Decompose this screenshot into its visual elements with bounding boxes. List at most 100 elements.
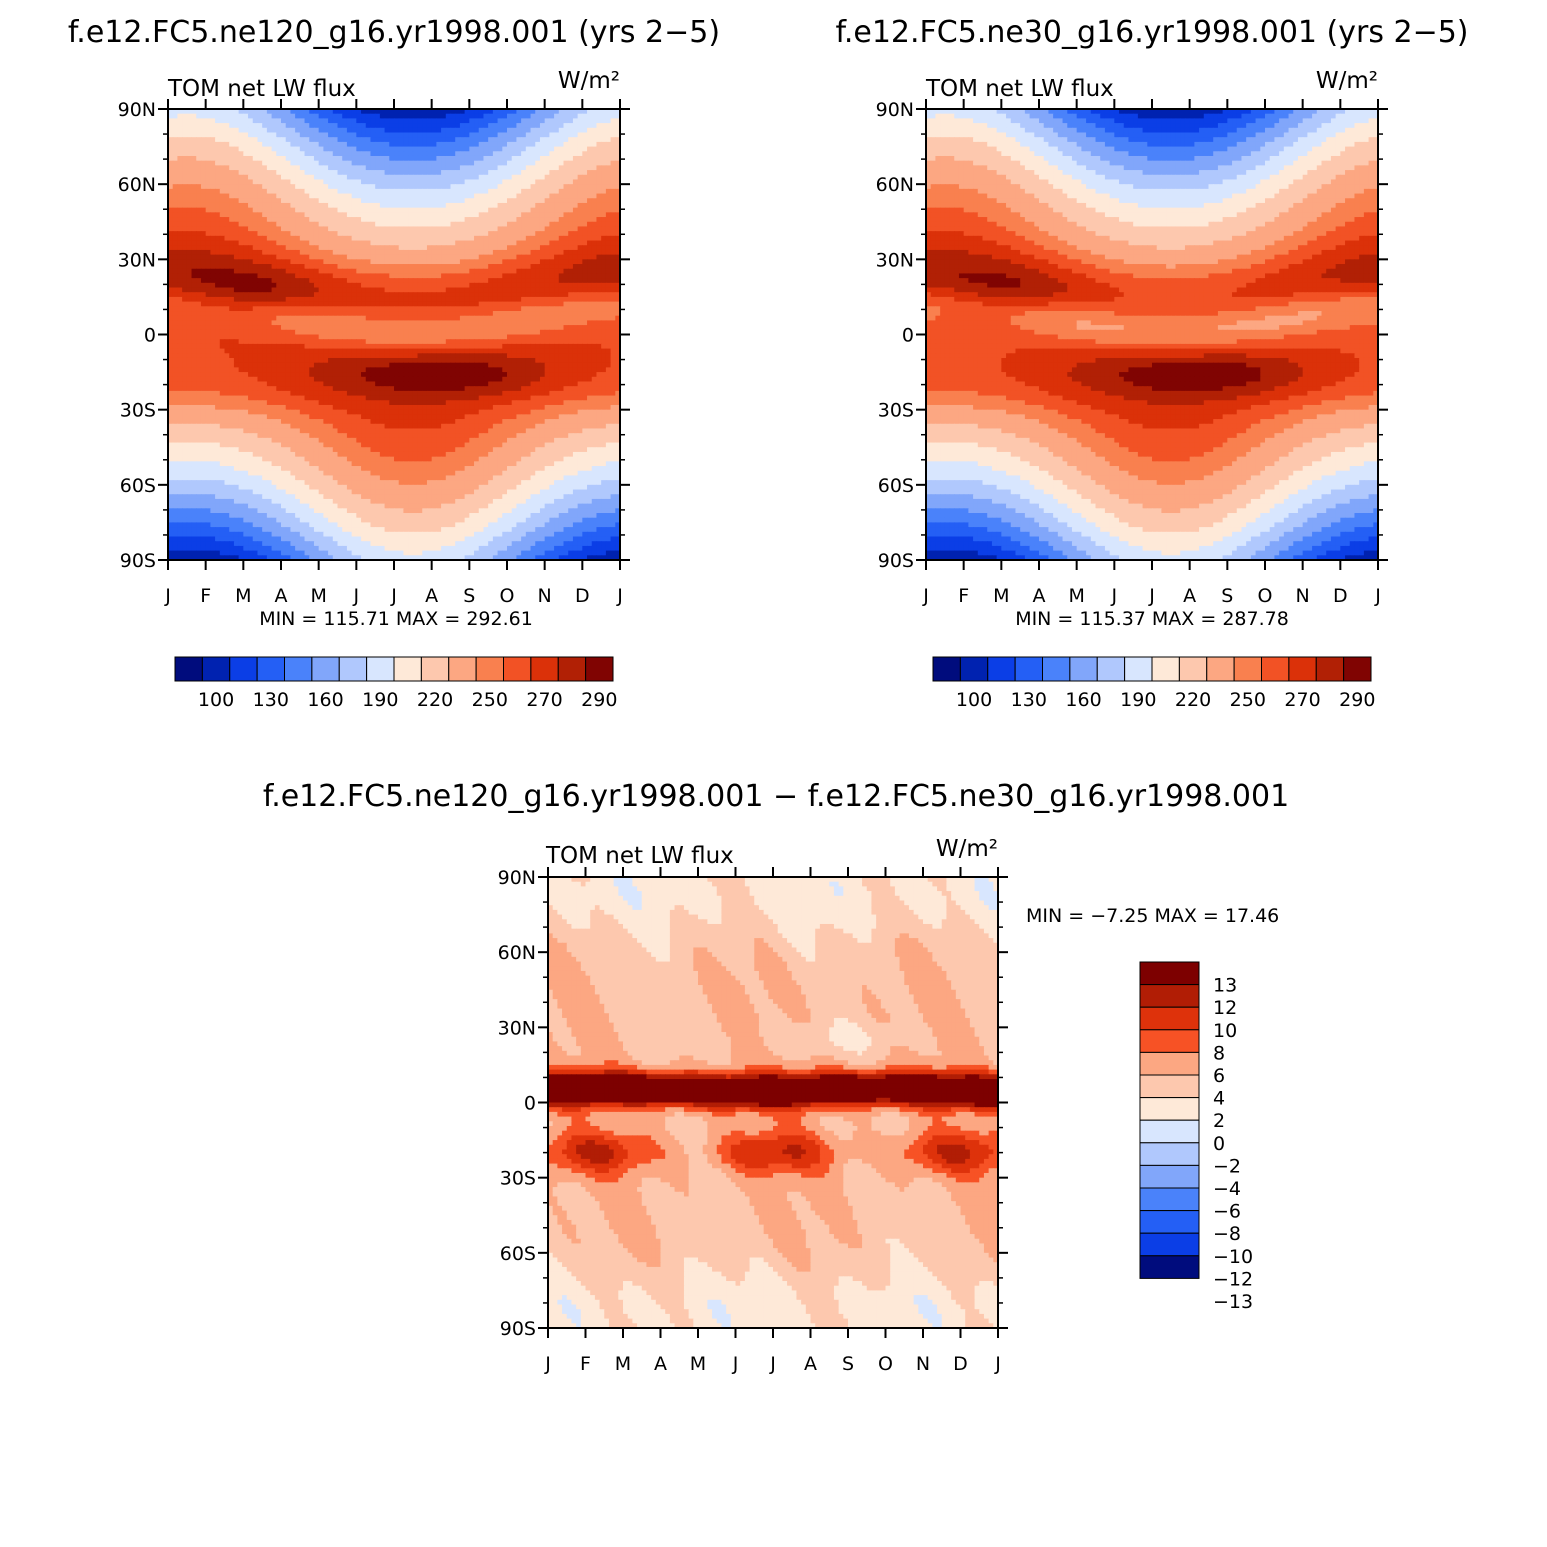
- contour-cell: [398, 348, 405, 354]
- contour-cell: [605, 137, 612, 143]
- contour-cell: [450, 217, 456, 223]
- contour-cell: [285, 151, 292, 157]
- contour-cell: [276, 127, 282, 134]
- contour-cell: [610, 193, 616, 199]
- contour-cell: [313, 174, 320, 181]
- contour-cell: [596, 151, 602, 157]
- contour-cell: [328, 296, 334, 303]
- contour-cell: [361, 198, 367, 204]
- contour-cell: [577, 212, 583, 218]
- contour-cell: [379, 264, 386, 270]
- contour-cell: [441, 282, 447, 289]
- contour-cell: [219, 287, 226, 293]
- contour-cell: [351, 320, 357, 326]
- contour-cell: [403, 127, 409, 134]
- contour-cell: [492, 282, 499, 289]
- contour-cell: [323, 273, 329, 279]
- contour-cell: [271, 296, 277, 303]
- contour-cell: [408, 311, 414, 317]
- contour-cell: [243, 221, 249, 228]
- contour-cell: [535, 348, 541, 354]
- contour-cell: [262, 202, 268, 209]
- contour-cell: [450, 113, 456, 119]
- contour-cell: [215, 179, 221, 185]
- contour-cell: [431, 306, 437, 312]
- contour-cell: [375, 165, 381, 171]
- contour-cell: [394, 282, 400, 289]
- contour-cell: [511, 170, 518, 176]
- contour-cell: [200, 329, 207, 336]
- contour-cell: [172, 311, 179, 317]
- contour-cell: [328, 221, 334, 228]
- contour-cell: [431, 184, 437, 190]
- contour-cell: [252, 240, 259, 246]
- contour-cell: [549, 160, 555, 166]
- contour-cell: [445, 160, 452, 166]
- contour-cell: [356, 306, 362, 312]
- contour-cell: [384, 170, 390, 176]
- contour-cell: [596, 193, 602, 199]
- contour-cell: [544, 193, 550, 199]
- contour-cell: [295, 113, 301, 119]
- contour-cell: [422, 137, 428, 143]
- contour-cell: [554, 212, 560, 218]
- contour-cell: [450, 207, 456, 213]
- contour-cell: [219, 315, 226, 322]
- contour-cell: [511, 113, 518, 119]
- contour-cell: [431, 179, 437, 185]
- contour-cell: [464, 292, 470, 298]
- contour-cell: [445, 132, 452, 138]
- contour-cell: [417, 141, 423, 148]
- contour-cell: [379, 240, 386, 246]
- contour-cell: [248, 287, 254, 293]
- contour-cell: [417, 249, 423, 256]
- contour-cell: [572, 306, 579, 312]
- contour-cell: [318, 273, 324, 279]
- contour-cell: [436, 296, 442, 303]
- contour-cell: [525, 292, 532, 298]
- contour-cell: [276, 264, 282, 270]
- contour-cell: [323, 264, 329, 270]
- contour-cell: [572, 259, 579, 265]
- contour-cell: [351, 240, 357, 246]
- contour-cell: [426, 268, 433, 275]
- contour-cell: [549, 249, 555, 256]
- contour-cell: [516, 292, 522, 298]
- contour-cell: [285, 278, 292, 284]
- contour-cell: [351, 301, 357, 307]
- contour-cell: [285, 329, 292, 336]
- contour-cell: [554, 137, 560, 143]
- contour-cell: [304, 188, 310, 195]
- contour-cell: [375, 179, 381, 185]
- contour-cell: [285, 334, 292, 340]
- contour-cell: [346, 311, 353, 317]
- contour-cell: [224, 329, 230, 336]
- contour-cell: [417, 155, 423, 162]
- contour-cell: [332, 118, 339, 124]
- contour-cell: [318, 264, 324, 270]
- contour-cell: [365, 306, 372, 312]
- contour-cell: [554, 179, 560, 185]
- contour-cell: [309, 207, 315, 213]
- contour-cell: [172, 132, 179, 138]
- contour-cell: [511, 231, 518, 237]
- contour-cell: [445, 343, 452, 350]
- contour-cell: [394, 235, 400, 242]
- contour-cell: [615, 287, 620, 293]
- contour-cell: [196, 329, 202, 336]
- contour-cell: [332, 188, 339, 195]
- contour-cell: [356, 249, 362, 256]
- contour-cell: [346, 249, 353, 256]
- contour-cell: [210, 151, 216, 157]
- contour-cell: [497, 273, 503, 279]
- contour-cell: [582, 198, 588, 204]
- contour-cell: [539, 292, 546, 298]
- contour-cell: [356, 137, 362, 143]
- contour-cell: [568, 151, 574, 157]
- contour-cell: [469, 207, 475, 213]
- contour-cell: [577, 292, 583, 298]
- contour-cell: [558, 118, 565, 124]
- contour-cell: [568, 155, 574, 162]
- contour-cell: [182, 193, 188, 199]
